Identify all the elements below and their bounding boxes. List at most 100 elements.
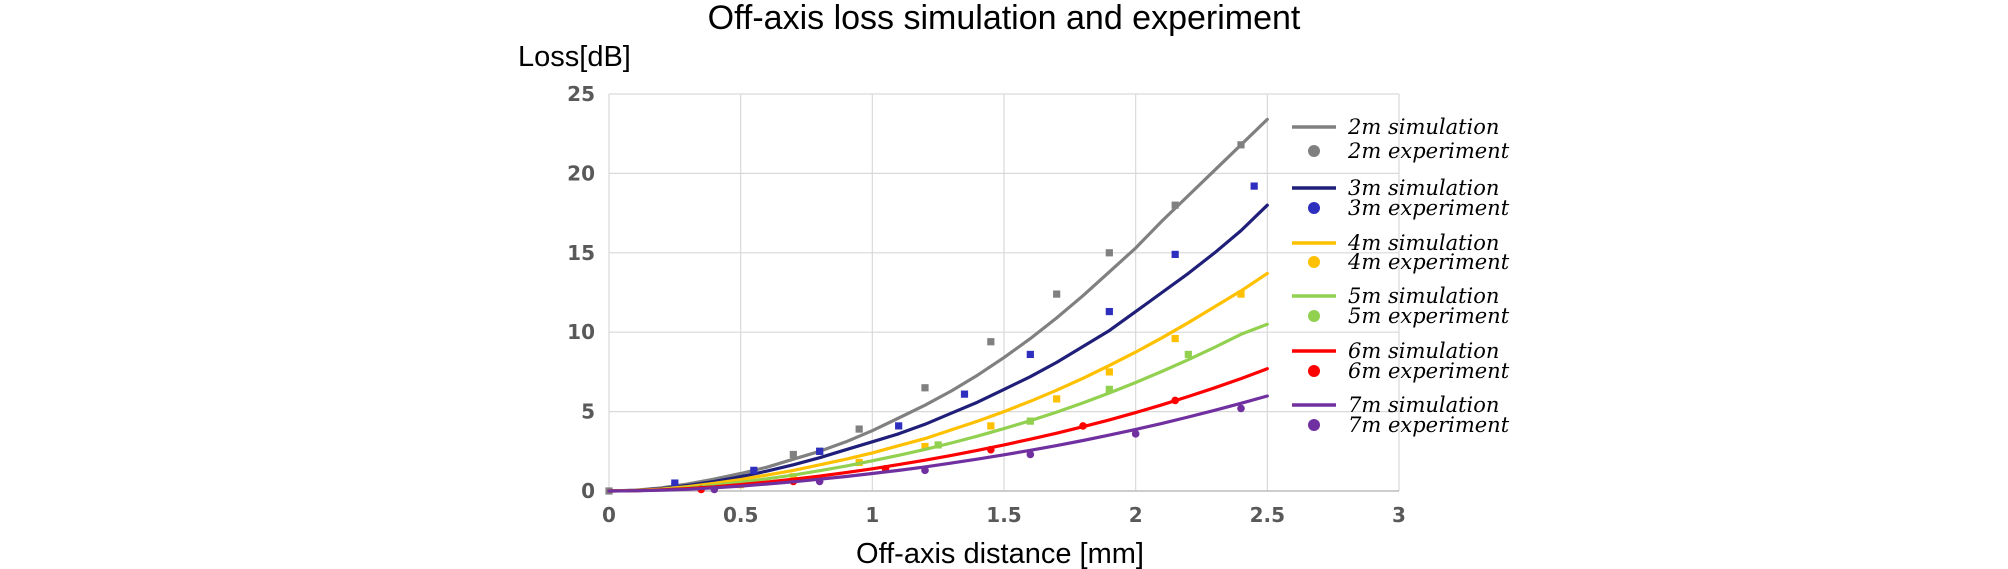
data-point (855, 425, 863, 433)
legend-label: 4m experiment (1347, 250, 1510, 274)
legend-label: 5m experiment (1348, 304, 1510, 328)
data-point (1105, 249, 1113, 257)
grid (608, 93, 1400, 492)
data-point (921, 442, 929, 451)
y-axis-title: Loss[dB] (518, 41, 631, 73)
legend-swatch (1308, 365, 1320, 377)
y-tick-label: 15 (567, 241, 595, 265)
y-tick-label: 10 (567, 320, 595, 344)
series-7m-simulation (607, 394, 1269, 493)
data-point (789, 450, 797, 459)
series-7m-experiment (710, 404, 1245, 494)
series-line (607, 367, 1269, 493)
data-point (960, 390, 969, 398)
data-point (1026, 350, 1034, 359)
legend-item-2m-experiment: 2m experiment (1308, 139, 1510, 163)
data-point (1026, 450, 1035, 459)
data-point (1105, 368, 1113, 376)
data-point (671, 479, 679, 487)
data-point (1171, 396, 1179, 405)
data-point (987, 338, 995, 346)
series-line (607, 117, 1269, 493)
y-tick-label: 20 (567, 161, 595, 185)
legend-item-6m-experiment: 6m experiment (1308, 359, 1510, 383)
chart-title: Off-axis loss simulation and experiment (708, 0, 1301, 37)
x-tick-label: 0 (602, 503, 616, 527)
data-point (1026, 417, 1034, 425)
tick-labels: 0 0.5 1 1.5 2 2.5 3 0 5 10 15 20 25 (567, 82, 1406, 527)
legend-label: 6m simulation (1348, 339, 1499, 363)
data-point (1171, 250, 1179, 258)
data-point (921, 384, 929, 392)
x-tick-label: 2.5 (1250, 503, 1285, 527)
data-point (895, 422, 903, 430)
data-point (934, 441, 942, 449)
legend-item-3m-simulation: 3m simulation (1292, 176, 1499, 200)
legend-item-4m-simulation: 4m simulation (1292, 231, 1499, 255)
data-point (987, 422, 995, 430)
x-tick-label: 1 (865, 503, 879, 527)
legend-item-3m-experiment: 3m experiment (1308, 196, 1510, 220)
legend-label: 5m simulation (1348, 284, 1499, 308)
legend-label: 3m experiment (1348, 196, 1510, 220)
data-point (1105, 307, 1113, 316)
legend-item-5m-experiment: 5m experiment (1308, 304, 1510, 328)
legend-swatch (1308, 202, 1320, 214)
legend-item-4m-experiment: 4m experiment (1308, 250, 1510, 274)
series-4m-simulation (607, 271, 1269, 493)
x-axis-title: Off-axis distance [mm] (856, 538, 1144, 569)
data-point (1250, 182, 1258, 190)
data-point (750, 466, 758, 474)
plot-area (605, 117, 1269, 495)
x-tick-label: 2 (1129, 503, 1143, 527)
legend-label: 2m experiment (1347, 139, 1510, 163)
data-point (815, 477, 824, 486)
y-tick-label: 25 (567, 82, 595, 106)
legend-label: 7m experiment (1348, 413, 1510, 437)
legend-item-6m-simulation: 6m simulation (1292, 339, 1499, 363)
data-point (987, 445, 995, 454)
series-3m-experiment (671, 182, 1258, 487)
series-line (607, 203, 1269, 493)
legend-swatch (1308, 310, 1320, 322)
legend-label: 2m simulation (1347, 115, 1499, 139)
data-point (1184, 350, 1192, 359)
legend-item-7m-experiment: 7m experiment (1308, 413, 1510, 437)
legend-item-5m-simulation: 5m simulation (1292, 284, 1499, 308)
y-tick-label: 0 (581, 479, 595, 503)
legend-label: 4m simulation (1347, 231, 1499, 255)
legend-label: 3m simulation (1348, 176, 1499, 200)
x-tick-label: 3 (1392, 503, 1406, 527)
series-line (607, 271, 1269, 493)
data-point (1131, 430, 1140, 438)
legend-swatch (1308, 145, 1320, 157)
legend-item-2m-simulation: 2m simulation (1292, 115, 1499, 139)
data-point (710, 485, 719, 494)
series-3m-simulation (607, 203, 1269, 493)
data-point (921, 466, 929, 475)
series-2m-simulation (607, 117, 1269, 493)
series-line (607, 394, 1269, 493)
data-point (1171, 334, 1179, 343)
series-6m-simulation (607, 367, 1269, 493)
data-point (1237, 404, 1245, 413)
data-point (1105, 385, 1113, 393)
legend-swatch (1308, 256, 1320, 268)
data-point (816, 447, 824, 455)
x-tick-label: 1.5 (986, 503, 1021, 527)
series-2m-experiment (605, 141, 1245, 495)
data-point (1237, 141, 1245, 149)
data-point (1079, 422, 1087, 430)
legend-label: 7m simulation (1348, 393, 1499, 417)
x-tick-label: 0.5 (723, 503, 758, 527)
legend-swatch (1308, 419, 1320, 431)
legend-label: 6m experiment (1348, 359, 1510, 383)
legend-item-7m-simulation: 7m simulation (1292, 393, 1499, 417)
series-5m-experiment (934, 350, 1192, 449)
data-point (1237, 290, 1245, 298)
data-point (1171, 201, 1179, 209)
data-point (1053, 395, 1061, 403)
y-tick-label: 5 (581, 400, 595, 424)
